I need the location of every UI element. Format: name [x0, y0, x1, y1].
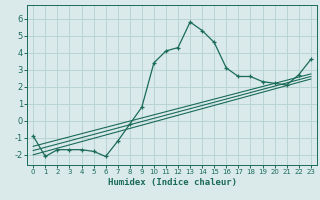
X-axis label: Humidex (Indice chaleur): Humidex (Indice chaleur)	[108, 178, 236, 187]
